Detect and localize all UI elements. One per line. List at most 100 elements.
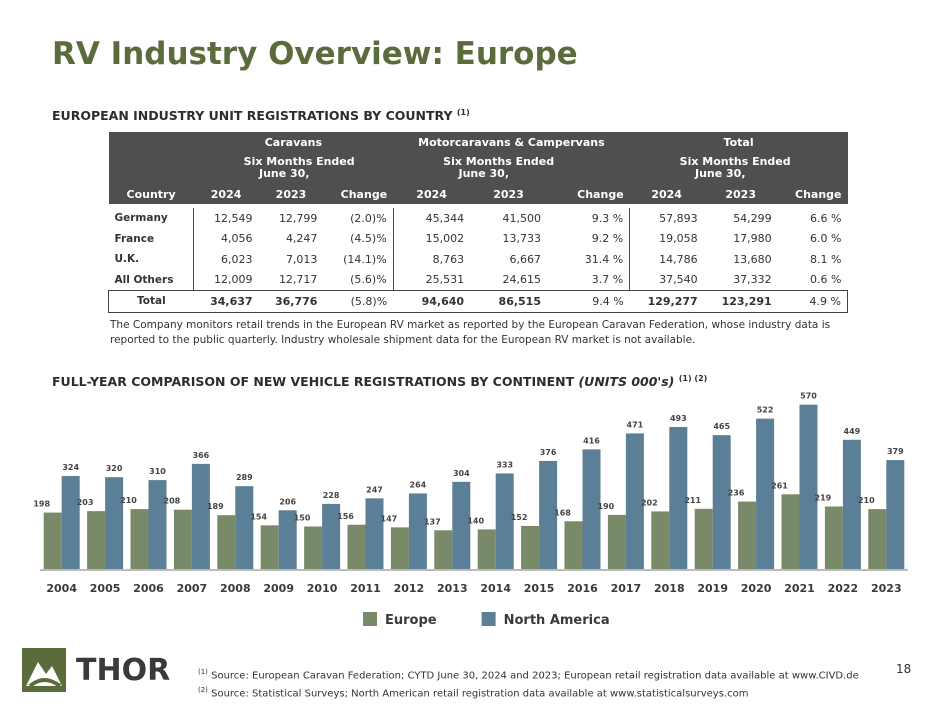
x-tick-label: 2011 xyxy=(350,582,381,595)
heading-text: EUROPEAN INDUSTRY UNIT REGISTRATIONS BY … xyxy=(52,108,453,124)
data-label: 261 xyxy=(771,481,788,490)
legend-swatch xyxy=(481,612,496,626)
bar xyxy=(886,460,905,570)
table-cell: 4,056 xyxy=(193,228,259,249)
table-cell: 14,786 xyxy=(629,249,704,270)
table-cell: (2.0)% xyxy=(350,211,387,225)
data-label: 210 xyxy=(120,496,137,505)
data-label: 236 xyxy=(728,489,745,498)
registrations-table: Caravans Motorcaravans & Campervans Total S… xyxy=(107,132,848,313)
bar xyxy=(87,511,106,570)
x-tick-label: 2018 xyxy=(654,582,685,595)
table-cell: 9.3 % xyxy=(591,211,624,225)
bar xyxy=(408,493,427,570)
total-cell: 34,637 xyxy=(193,290,259,313)
data-label: 449 xyxy=(844,427,861,436)
table-cell: (5.6)% xyxy=(350,273,387,287)
table-cell: 12,799 xyxy=(278,211,318,225)
bar xyxy=(130,509,149,570)
data-label: 202 xyxy=(641,498,658,507)
footnote-text: Source: European Caravan Federation; CYT… xyxy=(211,670,859,682)
bar xyxy=(824,506,843,570)
corner xyxy=(108,132,194,152)
table-cell: 0.6 % xyxy=(810,273,842,287)
data-label: 154 xyxy=(250,512,267,521)
x-tick-label: 2022 xyxy=(828,582,859,595)
bar xyxy=(539,460,558,570)
table-cell: 12,549 xyxy=(193,208,259,229)
group-header: Total xyxy=(629,132,848,152)
data-label: 208 xyxy=(164,497,181,506)
period-row: Six Months Ended June 30, Six Months Ende… xyxy=(108,152,848,184)
bar xyxy=(799,404,818,570)
table-cell: 31.4 % xyxy=(584,252,624,266)
table-note: The Company monitors retail trends in th… xyxy=(110,319,831,346)
bar xyxy=(477,529,496,570)
x-tick-label: 2016 xyxy=(567,582,598,595)
data-label: 304 xyxy=(453,469,470,478)
column-header: Change xyxy=(323,184,394,204)
table-cell: France xyxy=(114,232,155,245)
data-label: 150 xyxy=(294,514,311,523)
data-label: 376 xyxy=(540,448,557,457)
table-cell: 6.6 % xyxy=(810,211,842,225)
x-tick-label: 2017 xyxy=(611,582,642,595)
bar xyxy=(105,477,124,570)
x-tick-label: 2014 xyxy=(480,582,511,595)
bar xyxy=(495,473,514,570)
table-cell: U.K. xyxy=(114,253,140,266)
table-cell: Germany xyxy=(114,212,168,225)
table-cell: 9.2 % xyxy=(591,232,624,246)
data-label: 152 xyxy=(511,513,528,522)
footnotes: (1) Source: European Caravan Federation;… xyxy=(198,665,859,702)
bar xyxy=(173,509,192,570)
table-cell: 25,531 xyxy=(392,269,471,291)
table-cell: 12,717 xyxy=(278,273,318,287)
table-cell: 8,763 xyxy=(392,249,471,270)
bar xyxy=(694,508,713,570)
chart-subtitle: (UNITS 000's) xyxy=(578,374,675,390)
bar xyxy=(191,463,210,570)
bar xyxy=(738,501,757,570)
data-label: 168 xyxy=(554,508,571,517)
total-cell: Total xyxy=(107,290,194,313)
table-cell: 6,023 xyxy=(193,249,259,270)
slide-title: RV Industry Overview: Europe xyxy=(52,36,578,72)
legend-label: North America xyxy=(504,613,610,628)
total-cell: 94,640 xyxy=(393,290,471,313)
total-cell: 9.4 % xyxy=(547,290,630,313)
table-cell: 8.1 % xyxy=(810,252,842,266)
data-label: 203 xyxy=(77,498,94,507)
data-label: 493 xyxy=(670,414,687,423)
total-cell: 36,776 xyxy=(258,290,324,313)
logo-text: THOR xyxy=(76,653,170,688)
column-header: 2024 xyxy=(393,184,471,204)
x-tick-label: 2013 xyxy=(437,582,468,595)
column-header: 2024 xyxy=(193,184,259,204)
logo-road xyxy=(28,678,62,688)
table-cell: All Others xyxy=(114,273,174,286)
bar xyxy=(148,480,167,570)
data-label: 310 xyxy=(149,467,166,476)
table-cell: 37,332 xyxy=(733,273,772,287)
group-header: Caravans xyxy=(193,132,394,152)
bar xyxy=(651,511,670,570)
bar xyxy=(365,498,384,570)
table-row: All Others 12,009 12,717 (5.6)% 25,531 24,615… xyxy=(109,269,848,291)
table-cell: 6,667 xyxy=(509,252,542,266)
data-label: 156 xyxy=(337,512,354,521)
x-tick-label: 2005 xyxy=(90,582,121,595)
table-row: U.K. 6,023 7,013 (14.1)% 8,763 6,667 31.4 % 14,… xyxy=(109,249,848,270)
data-label: 366 xyxy=(193,451,210,460)
table-cell: 37,540 xyxy=(629,269,704,291)
period-header: Six Months Ended June 30, xyxy=(193,152,394,184)
bar xyxy=(304,526,323,570)
table-cell: 4,247 xyxy=(285,232,318,246)
logo: THOR xyxy=(22,648,170,692)
bar xyxy=(712,435,731,570)
bar xyxy=(868,509,887,570)
bar xyxy=(322,503,341,570)
legend-label: Europe xyxy=(385,613,437,628)
